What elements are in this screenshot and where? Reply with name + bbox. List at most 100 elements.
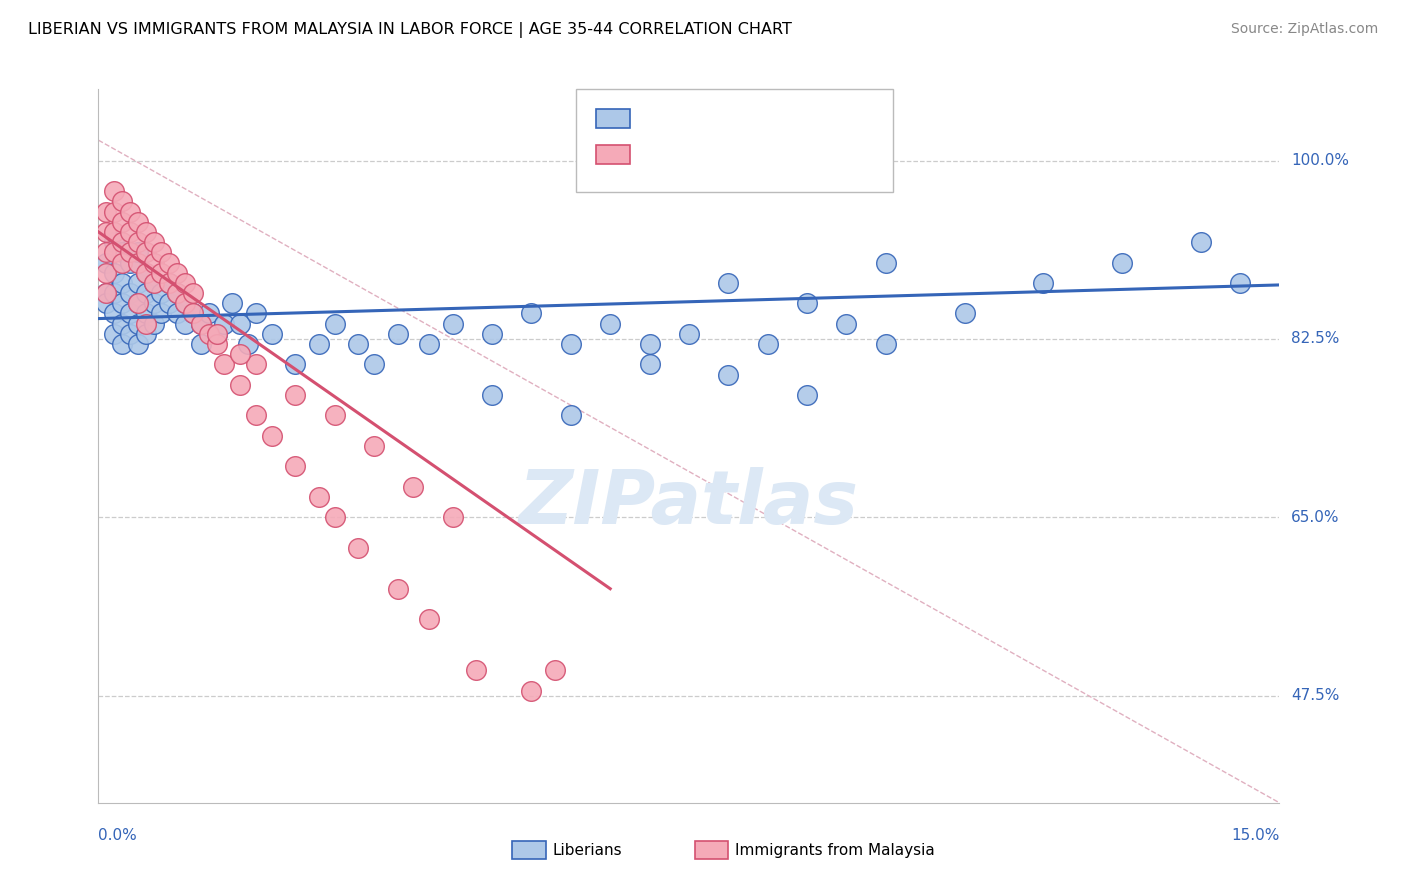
Point [465, 663, 488, 677]
Point [135, 266, 157, 280]
Point [205, 337, 228, 351]
Point [103, 266, 125, 280]
Text: 82.5%: 82.5% [1291, 332, 1340, 346]
Point [103, 225, 125, 239]
Point [284, 358, 307, 372]
Point [142, 296, 165, 310]
Point [142, 255, 165, 269]
Point [260, 326, 283, 341]
Point [142, 235, 165, 249]
Point [103, 326, 125, 341]
Point [347, 541, 370, 555]
Point [174, 296, 197, 310]
Point [181, 286, 204, 301]
Text: LIBERIAN VS IMMIGRANTS FROM MALAYSIA IN LABOR FORCE | AGE 35-44 CORRELATION CHAR: LIBERIAN VS IMMIGRANTS FROM MALAYSIA IN … [28, 22, 792, 38]
Point [402, 480, 425, 494]
Point [96, 245, 118, 260]
Point [103, 306, 125, 320]
Point [363, 358, 385, 372]
Point [875, 337, 897, 351]
Text: 0.0%: 0.0% [98, 829, 138, 843]
Point [599, 317, 621, 331]
Point [166, 286, 188, 301]
Point [127, 317, 149, 331]
Point [205, 326, 228, 341]
Point [387, 326, 409, 341]
Point [150, 245, 173, 260]
Point [157, 276, 180, 290]
Point [174, 296, 197, 310]
Point [756, 337, 779, 351]
Point [323, 317, 346, 331]
Point [127, 276, 149, 290]
Point [323, 409, 346, 423]
Point [284, 459, 307, 474]
Point [323, 510, 346, 524]
Point [127, 245, 149, 260]
Point [166, 306, 188, 320]
Point [157, 296, 180, 310]
Text: 15.0%: 15.0% [1232, 829, 1279, 843]
Point [229, 347, 252, 361]
Point [835, 317, 858, 331]
Point [135, 266, 157, 280]
Point [363, 439, 385, 453]
Point [560, 337, 582, 351]
Point [111, 245, 134, 260]
Point [441, 317, 464, 331]
Point [111, 317, 134, 331]
Point [418, 612, 440, 626]
Text: R = -0.399   N = 61: R = -0.399 N = 61 [637, 145, 814, 162]
Point [118, 286, 141, 301]
Point [520, 306, 543, 320]
Point [229, 317, 252, 331]
Point [520, 683, 543, 698]
Point [181, 306, 204, 320]
Point [441, 510, 464, 524]
Point [111, 255, 134, 269]
Point [875, 255, 897, 269]
Point [118, 326, 141, 341]
Point [284, 388, 307, 402]
Text: 47.5%: 47.5% [1291, 689, 1340, 703]
Point [96, 296, 118, 310]
Point [1111, 255, 1133, 269]
Point [418, 337, 440, 351]
Point [796, 388, 818, 402]
Point [96, 255, 118, 269]
Point [103, 204, 125, 219]
Point [127, 235, 149, 249]
Point [118, 204, 141, 219]
Point [560, 409, 582, 423]
Point [135, 306, 157, 320]
Point [96, 266, 118, 280]
Point [111, 215, 134, 229]
Point [127, 337, 149, 351]
Point [245, 409, 267, 423]
Point [135, 286, 157, 301]
Point [1229, 276, 1251, 290]
Point [166, 266, 188, 280]
Point [150, 266, 173, 280]
Point [142, 317, 165, 331]
Point [103, 245, 125, 260]
Text: ZIPatlas: ZIPatlas [519, 467, 859, 540]
Point [245, 358, 267, 372]
Point [157, 255, 180, 269]
Point [205, 326, 228, 341]
Point [111, 337, 134, 351]
Point [1032, 276, 1054, 290]
Point [157, 276, 180, 290]
Point [166, 286, 188, 301]
Point [111, 296, 134, 310]
Point [197, 326, 219, 341]
Text: R =  0.179   N = 78: R = 0.179 N = 78 [637, 109, 813, 127]
Point [96, 204, 118, 219]
Point [953, 306, 976, 320]
Point [111, 194, 134, 209]
Point [638, 337, 661, 351]
Point [678, 326, 700, 341]
Point [127, 296, 149, 310]
Point [347, 337, 370, 351]
Point [135, 245, 157, 260]
